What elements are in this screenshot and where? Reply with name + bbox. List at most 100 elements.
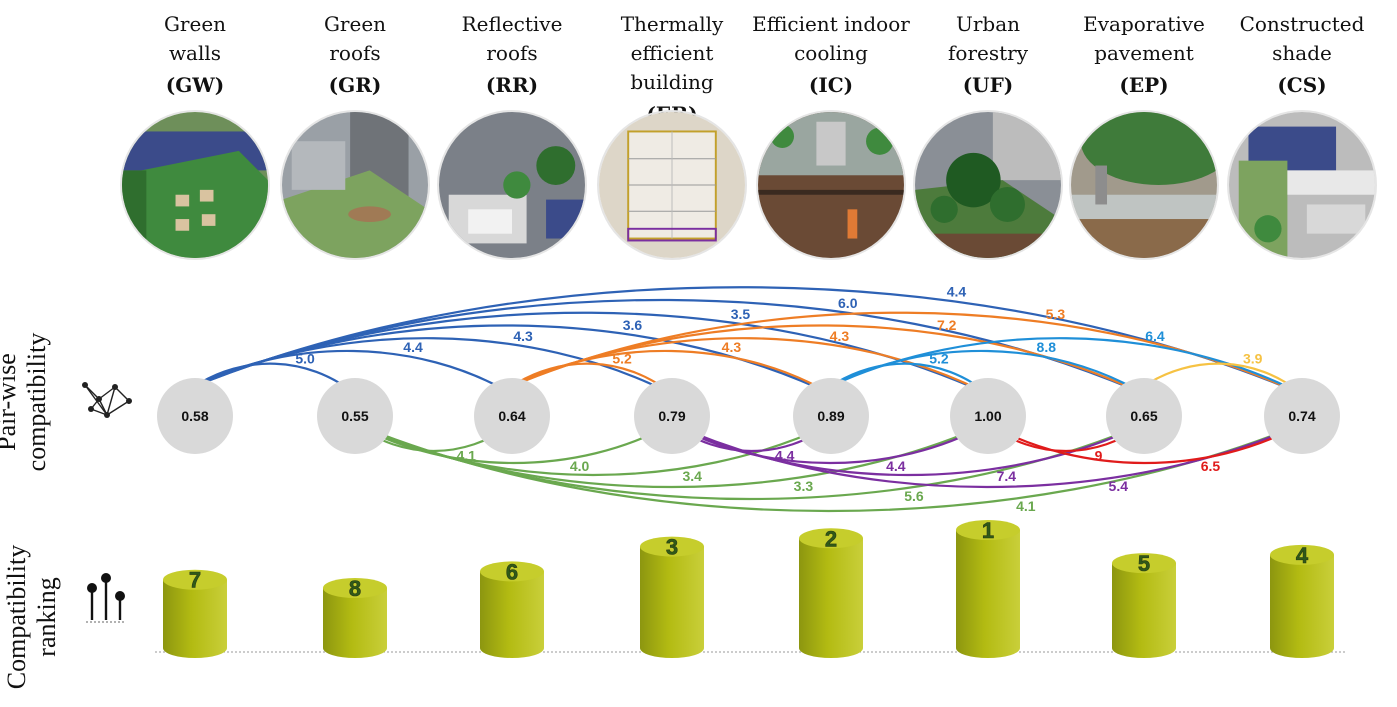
node-circle bbox=[634, 378, 710, 454]
rank-cylinder-uf: 1 bbox=[956, 518, 1020, 658]
edge-label: 3.3 bbox=[794, 478, 814, 494]
heading-name-line: Reflective bbox=[461, 12, 563, 36]
heading-code: (GW) bbox=[165, 73, 225, 97]
edge-label: 4.3 bbox=[830, 328, 850, 344]
heading-name-line: efficient building bbox=[630, 41, 714, 94]
cylinder-top bbox=[480, 561, 544, 582]
edge-gr-eb bbox=[354, 423, 673, 464]
rank-number: 6 bbox=[506, 559, 518, 584]
heading-name-line: roofs bbox=[329, 41, 381, 65]
heading-name-line: Urban bbox=[955, 12, 1021, 36]
heading-code: (RR) bbox=[485, 73, 539, 97]
heading-name-line: Constructed bbox=[1239, 12, 1365, 36]
network-icon bbox=[82, 382, 132, 418]
rank-cylinder-cs: 4 bbox=[1270, 543, 1334, 658]
rank-number: 2 bbox=[825, 526, 837, 551]
rank-number: 7 bbox=[189, 568, 201, 593]
edge-label: 5.3 bbox=[1046, 306, 1066, 322]
rank-number: 8 bbox=[349, 576, 361, 601]
green-roofs-photo bbox=[280, 110, 430, 260]
edge-label: 4.4 bbox=[947, 284, 967, 300]
rank-cylinder-gr: 8 bbox=[323, 576, 387, 658]
edge-rr-eb bbox=[511, 362, 673, 395]
compatibility-diagram: 5.04.44.33.63.56.04.45.24.34.37.25.35.28… bbox=[82, 284, 1345, 658]
edges-layer: 5.04.44.33.63.56.04.45.24.34.37.25.35.28… bbox=[194, 284, 1303, 514]
node-score: 0.79 bbox=[658, 408, 685, 424]
node-circle bbox=[157, 378, 233, 454]
node-circle bbox=[1264, 378, 1340, 454]
heading-name-line: Thermally bbox=[620, 12, 724, 36]
cylinder-top bbox=[799, 528, 863, 549]
edge-ep-cs bbox=[1143, 362, 1303, 395]
edge-gw-eb bbox=[194, 337, 673, 395]
node-gr: 0.55 bbox=[317, 378, 393, 454]
rank-cylinder-ic: 2 bbox=[799, 526, 863, 658]
rank-cylinder-gw: 7 bbox=[163, 567, 227, 658]
cylinder-body bbox=[640, 546, 704, 658]
heading-gw: Green walls (GW) bbox=[115, 10, 275, 100]
node-circle bbox=[950, 378, 1026, 454]
node-score: 0.89 bbox=[817, 408, 844, 424]
cylinder-top bbox=[1112, 553, 1176, 574]
evaporative-pavement-photo bbox=[1069, 110, 1219, 260]
heading-cs: Constructed shade (CS) bbox=[1222, 10, 1382, 100]
rank-cylinder-ep: 5 bbox=[1112, 551, 1176, 658]
node-uf: 1.00 bbox=[950, 378, 1026, 454]
node-cs: 0.74 bbox=[1264, 378, 1340, 454]
cylinder-body bbox=[323, 588, 387, 658]
node-ic: 0.89 bbox=[793, 378, 869, 454]
edge-label: 3.5 bbox=[731, 306, 751, 322]
node-score: 0.64 bbox=[498, 408, 525, 424]
heading-uf: Urban forestry (UF) bbox=[908, 10, 1068, 100]
node-score: 1.00 bbox=[974, 408, 1001, 424]
heading-code: (IC) bbox=[808, 73, 854, 97]
reflective-roofs-photo bbox=[437, 110, 587, 260]
heading-ic: Efficient indoor cooling (IC) bbox=[751, 10, 911, 100]
heading-code: (UF) bbox=[962, 73, 1014, 97]
cylinder-top bbox=[163, 569, 227, 590]
node-circle bbox=[317, 378, 393, 454]
edge-uf-cs bbox=[987, 423, 1303, 464]
node-circle bbox=[474, 378, 550, 454]
edge-label: 8.8 bbox=[1037, 339, 1057, 355]
efficient-building-photo bbox=[597, 110, 747, 260]
heading-gr: Green roofs (GR) bbox=[275, 10, 435, 100]
node-score: 0.58 bbox=[181, 408, 208, 424]
heading-name-line: shade bbox=[1272, 41, 1332, 65]
edge-label: 6.4 bbox=[1145, 328, 1165, 344]
ranking-cylinders: 7 8 6 3 2 1 5 4 bbox=[163, 518, 1334, 658]
edge-label: 3.9 bbox=[1243, 350, 1263, 366]
cylinder-body bbox=[799, 538, 863, 658]
edge-label: 4.4 bbox=[886, 458, 906, 474]
cylinder-body bbox=[1270, 554, 1334, 658]
rank-cylinder-rr: 6 bbox=[480, 559, 544, 658]
heading-code: (CS) bbox=[1277, 73, 1327, 97]
rank-number: 4 bbox=[1296, 543, 1309, 568]
edge-label: 3.6 bbox=[623, 317, 643, 333]
edge-gw-gr bbox=[194, 362, 356, 395]
node-circle bbox=[1106, 378, 1182, 454]
heading-name-line: forestry bbox=[948, 41, 1028, 65]
cylinder-top bbox=[323, 578, 387, 598]
node-score: 0.55 bbox=[341, 408, 368, 424]
heading-code: (EP) bbox=[1119, 73, 1169, 97]
cylinder-body bbox=[163, 579, 227, 658]
edge-label: 7.2 bbox=[937, 317, 957, 333]
node-circle bbox=[793, 378, 869, 454]
cylinder-top bbox=[956, 520, 1020, 540]
nodes-layer: 0.58 0.55 0.64 0.79 0.89 1.00 0.65 0.74 bbox=[157, 378, 1340, 454]
node-ep: 0.65 bbox=[1106, 378, 1182, 454]
cylinder-body bbox=[480, 571, 544, 658]
rank-number: 1 bbox=[982, 518, 994, 543]
edge-label: 4.3 bbox=[513, 328, 533, 344]
heading-name-line: Green bbox=[163, 12, 227, 36]
node-score: 0.74 bbox=[1288, 408, 1315, 424]
edge-label: 4.3 bbox=[722, 339, 742, 355]
heading-name-line: pavement bbox=[1094, 41, 1194, 65]
edge-label: 4.1 bbox=[1016, 498, 1036, 514]
ranking-lollipop-icon bbox=[86, 573, 126, 623]
edge-label: 3.4 bbox=[682, 468, 702, 484]
green-walls-photo bbox=[120, 110, 270, 260]
edge-ic-uf bbox=[830, 362, 989, 395]
edge-label: 6.0 bbox=[838, 295, 858, 311]
